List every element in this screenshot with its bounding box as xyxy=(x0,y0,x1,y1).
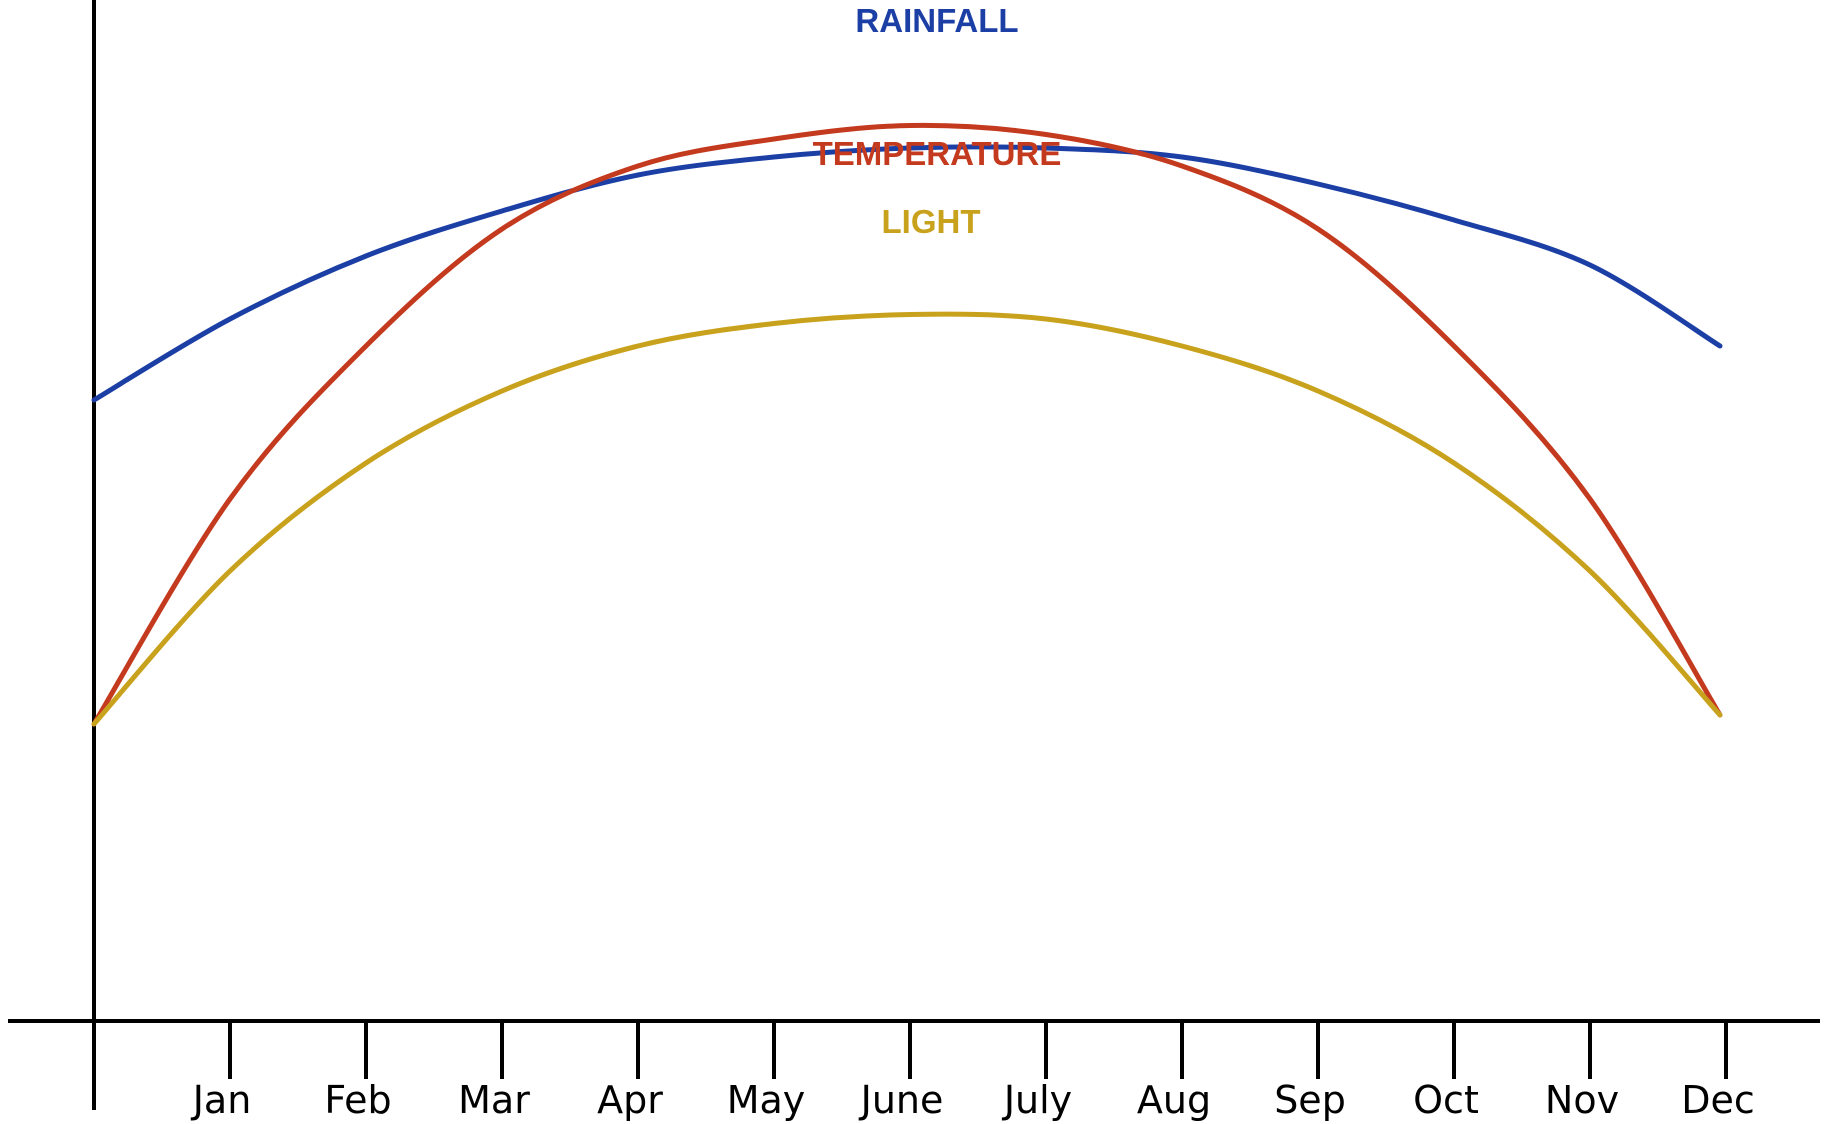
series-line-light xyxy=(91,311,1723,727)
x-tick-label-nov: Nov xyxy=(1545,1078,1619,1122)
x-tick-label-aug: Aug xyxy=(1137,1078,1211,1122)
x-tick-label-dec: Dec xyxy=(1681,1078,1755,1122)
x-tick-label-sep: Sep xyxy=(1274,1078,1346,1122)
x-tick-label-july: July xyxy=(1002,1078,1072,1122)
series-label-rainfall: RAINFALL xyxy=(855,2,1018,39)
series-lines xyxy=(91,122,1723,727)
x-tick-label-apr: Apr xyxy=(597,1078,663,1122)
series-label-temperature: TEMPERATURE xyxy=(813,135,1062,172)
series-labels: RAINFALL TEMPERATURE LIGHT xyxy=(813,2,1062,240)
x-tick-label-oct: Oct xyxy=(1413,1078,1479,1122)
x-tick-label-feb: Feb xyxy=(324,1078,391,1122)
x-tick-label-june: June xyxy=(859,1078,944,1122)
x-tick-label-mar: Mar xyxy=(458,1078,530,1122)
x-ticks xyxy=(228,1021,1728,1079)
x-tick-labels: Jan Feb Mar Apr May June July Aug Sep Oct Nov Dec xyxy=(191,1078,1755,1122)
series-line-rainfall xyxy=(91,144,1723,403)
series-line-temperature xyxy=(91,122,1723,727)
x-tick-label-jan: Jan xyxy=(191,1078,252,1122)
series-label-light: LIGHT xyxy=(882,203,981,240)
axes xyxy=(8,0,1820,1110)
x-tick-label-may: May xyxy=(727,1078,806,1122)
